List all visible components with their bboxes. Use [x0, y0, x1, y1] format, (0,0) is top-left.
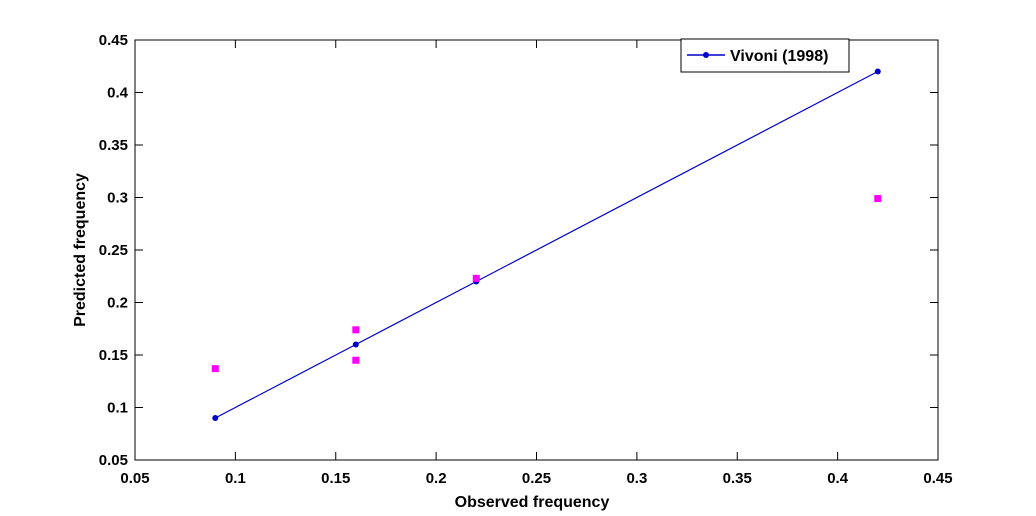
predicted-square-point — [352, 356, 360, 364]
x-tick-labels: 0.05 0.1 0.15 0.2 0.25 0.3 0.35 0.4 0.45 — [120, 470, 952, 487]
y-tick-label: 0.1 — [107, 400, 128, 417]
predicted-square-point — [352, 326, 360, 334]
predicted-square-point — [211, 365, 219, 373]
y-tick-label: 0.3 — [107, 190, 128, 207]
y-tick-labels: 0.05 0.1 0.15 0.2 0.25 0.3 0.35 0.4 0.45 — [99, 32, 129, 469]
y-tick-label: 0.15 — [99, 347, 128, 364]
x-tick-label: 0.2 — [426, 470, 447, 487]
vivoni-point — [212, 415, 219, 421]
y-tick-label: 0.35 — [99, 137, 128, 154]
x-tick-label: 0.15 — [321, 470, 350, 487]
legend-marker-sample — [703, 52, 709, 58]
predicted-square-point — [874, 195, 882, 203]
x-tick-label: 0.1 — [225, 470, 246, 487]
x-tick-label: 0.05 — [120, 470, 149, 487]
y-tick-label: 0.25 — [99, 242, 128, 259]
x-tick-label: 0.45 — [923, 470, 952, 487]
y-tick-label: 0.05 — [99, 452, 128, 469]
series-line-vivoni — [215, 70, 879, 419]
axis-ticks — [134, 39, 939, 461]
legend-label-vivoni: Vivoni (1998) — [730, 48, 828, 65]
y-tick-label: 0.2 — [107, 295, 128, 312]
vivoni-point — [352, 341, 359, 348]
y-tick-label: 0.4 — [107, 85, 129, 102]
legend: Vivoni (1998) — [680, 38, 850, 73]
y-tick-label: 0.45 — [99, 32, 128, 49]
x-tick-label: 0.3 — [626, 470, 647, 487]
series-layer — [211, 68, 882, 421]
y-axis-title: Predicted frequency — [72, 173, 89, 327]
x-tick-label: 0.35 — [723, 470, 752, 487]
x-axis-title: Observed frequency — [455, 494, 610, 511]
predicted-square-point — [472, 274, 480, 282]
x-tick-label: 0.4 — [827, 470, 849, 487]
vivoni-point — [874, 68, 881, 75]
x-tick-label: 0.25 — [522, 470, 551, 487]
